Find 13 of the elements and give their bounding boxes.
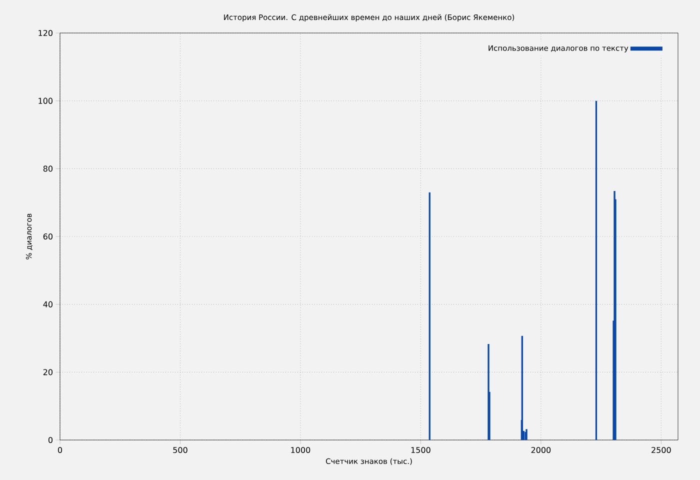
x-tick-label: 2000 bbox=[531, 446, 551, 454]
x-tick-label: 1500 bbox=[411, 446, 430, 454]
x-tick-label: 2500 bbox=[652, 446, 671, 454]
y-tick-label: 0 bbox=[48, 436, 53, 444]
x-tick-label: 1000 bbox=[291, 446, 310, 454]
y-tick-label: 40 bbox=[43, 301, 53, 308]
y-tick-label: 80 bbox=[43, 166, 53, 172]
y-tick-label: 120 bbox=[38, 30, 53, 36]
y-tick-label: 20 bbox=[43, 369, 53, 376]
x-tick-label: 0 bbox=[58, 446, 62, 454]
x-tick-label: 500 bbox=[173, 446, 188, 454]
y-tick-label: 100 bbox=[38, 98, 53, 104]
y-tick-label: 60 bbox=[43, 233, 53, 240]
